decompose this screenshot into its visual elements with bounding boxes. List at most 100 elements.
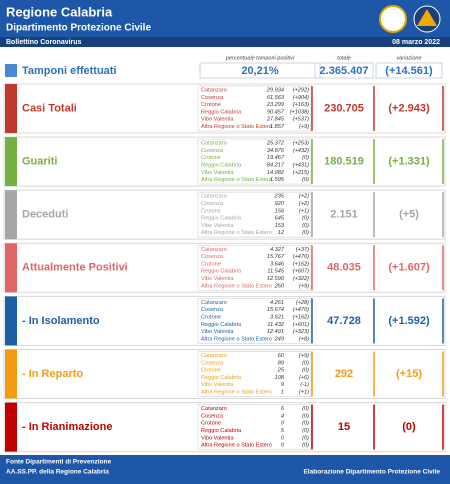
province-name: Reggio Calabria bbox=[201, 375, 242, 381]
province-delta: (+9) bbox=[299, 124, 309, 130]
province-value: 84.217 bbox=[267, 162, 285, 168]
province-name: Reggio Calabria bbox=[201, 216, 242, 222]
province-name: Catanzaro bbox=[201, 141, 227, 147]
province-delta: (+2) bbox=[299, 201, 309, 207]
province-name: Reggio Calabria bbox=[201, 109, 242, 115]
province-box bbox=[197, 85, 312, 132]
province-delta: (0) bbox=[302, 230, 309, 236]
province-name: Vibo Valentia bbox=[201, 223, 234, 229]
section-total: 48.035 bbox=[327, 262, 361, 274]
province-delta: (+6) bbox=[299, 375, 309, 381]
province-name: Crotone bbox=[201, 261, 221, 267]
province-box bbox=[197, 351, 312, 397]
province-value: 156 bbox=[275, 208, 285, 214]
section-variation: (+1.592) bbox=[388, 315, 430, 327]
section-variation: (+2.943) bbox=[388, 102, 430, 114]
province-delta: (+607) bbox=[293, 269, 309, 275]
section-color-bar bbox=[5, 402, 17, 452]
province-value: 11.545 bbox=[267, 269, 285, 275]
province-value: 60 bbox=[278, 353, 285, 359]
province-value: 15.674 bbox=[267, 307, 284, 313]
province-name: Vibo Valentia bbox=[201, 329, 234, 335]
province-value: 61.563 bbox=[267, 95, 285, 101]
province-delta: (0) bbox=[302, 155, 309, 161]
section-variation: (+15) bbox=[396, 368, 422, 380]
logo-region bbox=[379, 5, 407, 33]
province-delta: (0) bbox=[302, 421, 309, 427]
tamponi-box bbox=[375, 62, 443, 79]
province-name: Reggio Calabria bbox=[201, 269, 242, 275]
tamponi-box bbox=[199, 62, 321, 79]
province-value: 153 bbox=[275, 223, 285, 229]
province-delta: (+37) bbox=[296, 247, 309, 253]
province-delta: (+601) bbox=[293, 322, 309, 328]
section-title: - In Isolamento bbox=[22, 315, 100, 327]
province-value: 4 bbox=[281, 413, 284, 419]
province-box bbox=[197, 244, 312, 291]
province-name: Altra Regione o Stato Estero bbox=[201, 230, 272, 236]
province-name: Cosenza bbox=[201, 201, 224, 207]
column-label: totale bbox=[337, 55, 350, 61]
province-value: 0 bbox=[281, 421, 285, 427]
province-name: Cosenza bbox=[201, 148, 224, 154]
province-delta: (+9) bbox=[299, 353, 309, 359]
province-delta: (+431) bbox=[293, 162, 309, 168]
section-title: Casi Totali bbox=[22, 102, 77, 114]
section-total: 2.151 bbox=[330, 209, 358, 221]
province-value: 0 bbox=[281, 435, 285, 441]
province-delta: (0) bbox=[302, 435, 309, 441]
province-value: 11.432 bbox=[267, 322, 285, 328]
province-delta: (+163) bbox=[293, 102, 309, 108]
footer-credit: Elaborazione Dipartimento Protezione Civ… bbox=[303, 469, 440, 476]
header-subtitle: Dipartimento Protezione Civile bbox=[6, 23, 151, 34]
province-name: Altra Regione o Stato Estero bbox=[201, 283, 272, 289]
province-name: Catanzaro bbox=[201, 300, 227, 306]
province-name: Catanzaro bbox=[201, 247, 227, 253]
province-name: Cosenza bbox=[201, 95, 224, 101]
province-value: 249 bbox=[274, 336, 284, 342]
province-name: Catanzaro bbox=[201, 87, 227, 93]
province-name: Crotone bbox=[201, 102, 221, 108]
province-name: Catanzaro bbox=[201, 406, 227, 412]
province-delta: (+322) bbox=[293, 276, 309, 282]
province-delta: (0) bbox=[302, 406, 309, 412]
header-title: Regione Calabria bbox=[6, 4, 113, 19]
province-name: Cosenza bbox=[201, 307, 224, 313]
province-name: Cosenza bbox=[201, 360, 224, 366]
province-box bbox=[197, 191, 312, 238]
province-value: 12.590 bbox=[267, 276, 285, 282]
tamponi-total: 2.365.407 bbox=[320, 65, 369, 77]
section-title: Deceduti bbox=[22, 209, 68, 221]
province-value: 4.261 bbox=[270, 300, 284, 306]
province-name: Altra Regione o Stato Estero bbox=[201, 389, 272, 395]
province-name: Altra Regione o Stato Estero bbox=[201, 443, 272, 449]
province-name: Crotone bbox=[201, 421, 221, 427]
header-band bbox=[0, 0, 450, 37]
section-title: Guariti bbox=[22, 156, 57, 168]
province-box bbox=[197, 138, 312, 185]
province-name: Crotone bbox=[201, 314, 221, 320]
province-value: 108 bbox=[275, 375, 285, 381]
column-label: percentuale tamponi positivi bbox=[225, 55, 295, 61]
province-delta: (0) bbox=[302, 368, 309, 374]
section-total: 292 bbox=[335, 368, 353, 380]
date: 08 marzo 2022 bbox=[392, 39, 440, 46]
province-delta: (+28) bbox=[296, 300, 309, 306]
section-color-bar bbox=[5, 349, 17, 399]
province-value: 920 bbox=[275, 201, 285, 207]
province-value: 645 bbox=[275, 216, 285, 222]
province-value: 12 bbox=[278, 230, 285, 236]
section-frame bbox=[3, 295, 446, 346]
province-name: Vibo Valentia bbox=[201, 435, 234, 441]
province-name: Reggio Calabria bbox=[201, 428, 242, 434]
province-delta: (0) bbox=[302, 443, 309, 449]
province-name: Vibo Valentia bbox=[201, 117, 234, 123]
province-name: Crotone bbox=[201, 208, 221, 214]
province-value: 90.457 bbox=[267, 109, 285, 115]
province-box bbox=[197, 297, 312, 344]
province-delta: (+537) bbox=[293, 117, 309, 123]
section-title: - In Reparto bbox=[22, 368, 83, 380]
province-name: Reggio Calabria bbox=[201, 322, 242, 328]
column-label: variazione bbox=[396, 55, 421, 61]
